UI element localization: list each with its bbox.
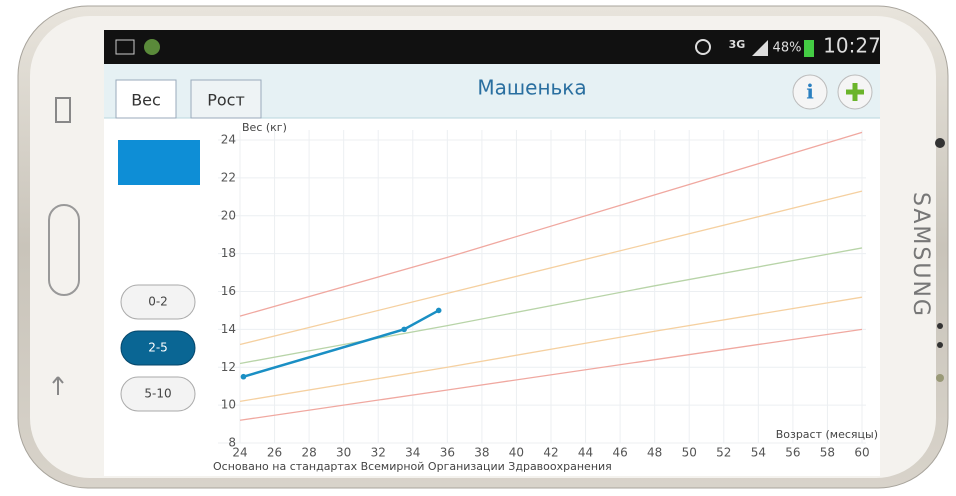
- footer-note: Основано на стандартах Всемирной Организ…: [213, 460, 612, 473]
- x-tick-label: 38: [474, 446, 489, 460]
- battery-level: 48%: [773, 41, 802, 56]
- x-tick-label: 28: [301, 446, 316, 460]
- x-tick-label: 48: [647, 446, 662, 460]
- screenshot: SAMSUNG 3G 48% 10:27 Машенька i Основано…: [0, 0, 956, 492]
- y-tick-label: 22: [221, 170, 236, 184]
- y-tick-label: 14: [221, 322, 236, 336]
- page: SAMSUNG 3G 48% 10:27 Машенька i Основано…: [0, 0, 956, 492]
- x-tick-label: 42: [543, 446, 558, 460]
- weight-color-swatch: [118, 140, 200, 185]
- y-tick-label: 20: [221, 208, 236, 222]
- x-tick-label: 34: [405, 446, 420, 460]
- y-tick-label: 24: [221, 133, 236, 147]
- brand: SAMSUNG: [908, 192, 933, 318]
- x-tick-label: 30: [336, 446, 351, 460]
- range-label: 5-10: [144, 387, 171, 401]
- x-axis-label: Возраст (месяцы): [776, 428, 878, 441]
- data-point: [241, 374, 247, 380]
- sensor: [937, 342, 943, 348]
- network: 3G: [729, 38, 746, 51]
- x-tick-label: 24: [232, 446, 247, 460]
- header-title: Машенька: [477, 76, 586, 100]
- tab-label: Вес: [131, 91, 161, 110]
- x-tick-label: 32: [371, 446, 386, 460]
- x-tick-label: 56: [785, 446, 800, 460]
- battery-icon: [804, 40, 814, 57]
- range-label: 0-2: [148, 295, 168, 309]
- camera: [935, 138, 945, 148]
- x-tick-label: 46: [612, 446, 627, 460]
- y-tick-label: 16: [221, 284, 236, 298]
- x-tick-label: 54: [751, 446, 766, 460]
- range-label: 2-5: [148, 341, 168, 355]
- clock: 10:27: [823, 34, 881, 58]
- y-axis-label: Вес (кг): [242, 121, 287, 134]
- x-tick-label: 36: [440, 446, 455, 460]
- x-tick-label: 50: [682, 446, 697, 460]
- data-point: [436, 308, 442, 314]
- data-point: [401, 327, 407, 333]
- x-tick-label: 44: [578, 446, 593, 460]
- sensor: [937, 323, 943, 329]
- y-tick-label: 18: [221, 246, 236, 260]
- info-icon: i: [806, 80, 814, 104]
- sensor: [936, 374, 944, 382]
- x-tick-label: 52: [716, 446, 731, 460]
- y-tick-label: 10: [221, 398, 236, 412]
- x-tick-label: 40: [509, 446, 524, 460]
- tab-label: Рост: [207, 91, 245, 110]
- x-tick-label: 58: [820, 446, 835, 460]
- y-tick-label: 12: [221, 360, 236, 374]
- x-tick-label: 26: [267, 446, 282, 460]
- app-icon: [144, 39, 160, 55]
- x-tick-label: 60: [854, 446, 869, 460]
